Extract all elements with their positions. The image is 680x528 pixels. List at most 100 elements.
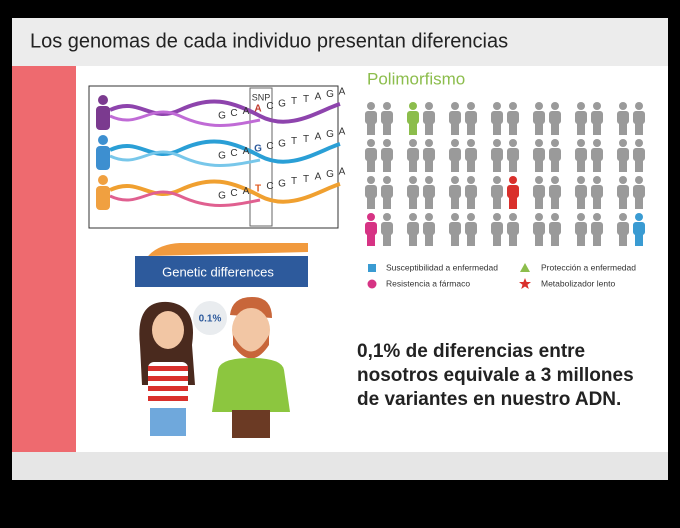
dna-letter: A bbox=[315, 171, 322, 182]
person-torso bbox=[575, 111, 587, 124]
person-legs bbox=[383, 123, 391, 135]
person-torso bbox=[549, 185, 561, 198]
person-head bbox=[577, 176, 585, 184]
person-head bbox=[551, 213, 559, 221]
person-body bbox=[96, 186, 110, 210]
person-icon bbox=[449, 102, 461, 135]
footer-band bbox=[12, 452, 668, 480]
person-icon bbox=[617, 213, 629, 246]
person-head bbox=[619, 176, 627, 184]
person-legs bbox=[451, 197, 459, 209]
person-torso bbox=[381, 111, 393, 124]
person-legs bbox=[635, 234, 643, 246]
person-legs bbox=[367, 234, 375, 246]
person-legs bbox=[425, 197, 433, 209]
person-torso bbox=[491, 111, 503, 124]
person-head bbox=[577, 213, 585, 221]
person-head bbox=[635, 102, 643, 110]
dna-letter: A bbox=[315, 91, 322, 102]
person-legs bbox=[493, 160, 501, 172]
person-head bbox=[577, 102, 585, 110]
person-icon bbox=[449, 213, 461, 246]
person-head bbox=[425, 139, 433, 147]
dna-letter: A bbox=[339, 87, 346, 98]
person-icon bbox=[549, 176, 561, 209]
person-torso bbox=[633, 222, 645, 235]
person-icon bbox=[617, 139, 629, 172]
person-head bbox=[467, 213, 475, 221]
person-torso bbox=[591, 148, 603, 161]
person-icon bbox=[491, 176, 503, 209]
person-head bbox=[551, 176, 559, 184]
dna-strand bbox=[109, 179, 341, 204]
person-legs bbox=[409, 197, 417, 209]
dna-strand bbox=[109, 99, 341, 124]
dna-letter: T bbox=[291, 96, 297, 107]
person-legs bbox=[635, 160, 643, 172]
person-legs bbox=[535, 197, 543, 209]
snp-label: SNP bbox=[252, 92, 271, 102]
person-head bbox=[383, 139, 391, 147]
person-head bbox=[451, 176, 459, 184]
person-head bbox=[409, 102, 417, 110]
person-head bbox=[509, 176, 517, 184]
dna-letter: C bbox=[230, 188, 237, 199]
person-torso bbox=[423, 222, 435, 235]
person-legs bbox=[367, 197, 375, 209]
person-head bbox=[493, 176, 501, 184]
person-icon bbox=[381, 213, 393, 246]
statement-line: de variantes en nuestro ADN. bbox=[357, 389, 621, 410]
person-icon bbox=[449, 176, 461, 209]
person-legs bbox=[451, 123, 459, 135]
person-legs bbox=[577, 160, 585, 172]
person-torso bbox=[407, 148, 419, 161]
dna-letter: G bbox=[218, 191, 226, 202]
person-head bbox=[509, 139, 517, 147]
person-icon bbox=[407, 176, 419, 209]
person-torso bbox=[549, 222, 561, 235]
person-torso bbox=[617, 185, 629, 198]
banner bbox=[135, 256, 308, 287]
person-head bbox=[409, 213, 417, 221]
person-legs bbox=[493, 234, 501, 246]
person-legs bbox=[551, 197, 559, 209]
person-legs bbox=[367, 123, 375, 135]
person-icon bbox=[591, 213, 603, 246]
person-icon bbox=[381, 102, 393, 135]
person-icon bbox=[365, 176, 377, 209]
person-torso bbox=[365, 185, 377, 198]
person-torso bbox=[575, 148, 587, 161]
person-torso bbox=[633, 111, 645, 124]
person-icon bbox=[533, 102, 545, 135]
person-torso bbox=[507, 111, 519, 124]
person-icon bbox=[407, 139, 419, 172]
person-torso bbox=[407, 222, 419, 235]
person-head bbox=[98, 135, 108, 145]
person-legs bbox=[551, 234, 559, 246]
person-head bbox=[367, 102, 375, 110]
person-torso bbox=[617, 111, 629, 124]
dna-letter: C bbox=[266, 101, 273, 112]
person-icon bbox=[423, 176, 435, 209]
person-legs bbox=[451, 160, 459, 172]
dna-strand bbox=[109, 139, 341, 164]
person-icon bbox=[365, 213, 377, 246]
person-head bbox=[635, 139, 643, 147]
person-head bbox=[509, 213, 517, 221]
person-icon bbox=[491, 102, 503, 135]
person-head bbox=[619, 213, 627, 221]
person-head bbox=[593, 139, 601, 147]
dna-letter: T bbox=[303, 174, 309, 185]
person-head bbox=[577, 139, 585, 147]
person-legs bbox=[425, 160, 433, 172]
person-legs bbox=[509, 123, 517, 135]
person-legs bbox=[635, 197, 643, 209]
person-legs bbox=[509, 197, 517, 209]
person-head bbox=[551, 139, 559, 147]
person-head bbox=[425, 102, 433, 110]
person-torso bbox=[381, 222, 393, 235]
person-torso bbox=[465, 222, 477, 235]
person-icon bbox=[423, 102, 435, 135]
person-legs bbox=[535, 160, 543, 172]
person-icon bbox=[491, 139, 503, 172]
